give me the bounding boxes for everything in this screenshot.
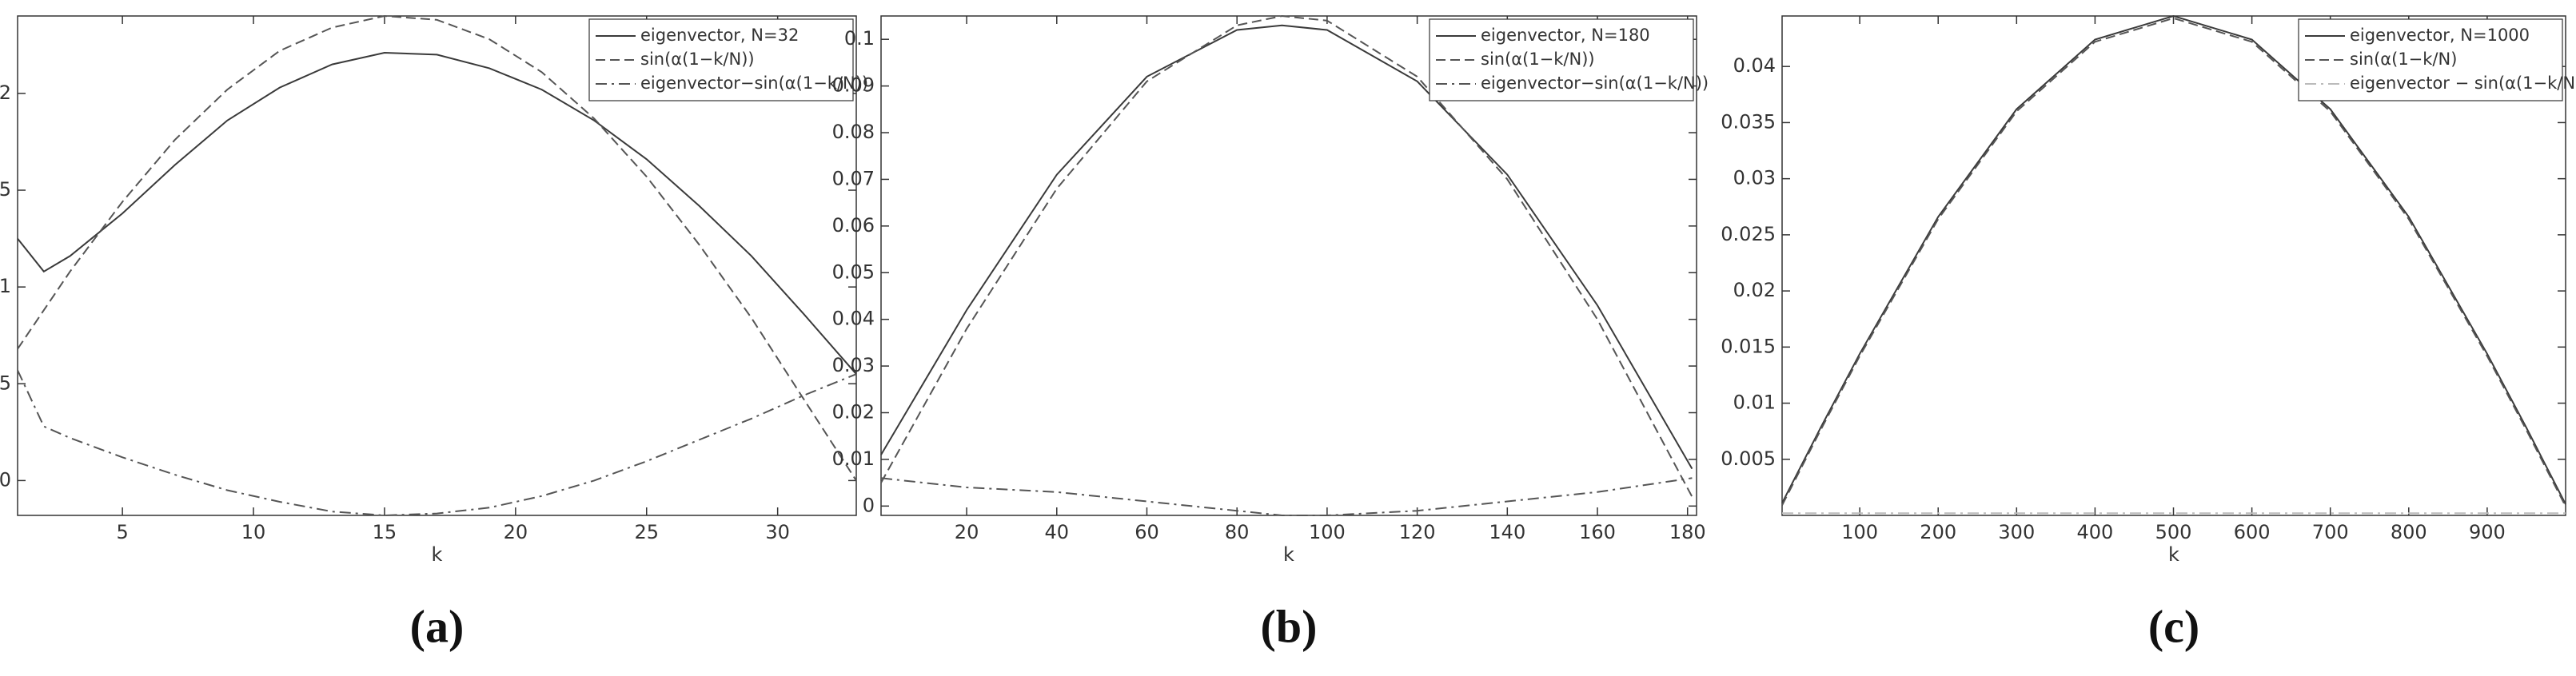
x-tick-label: 300 (1998, 521, 2035, 543)
legend-label: sin(α(1−k/N)) (1481, 50, 1595, 69)
x-tick-label: 160 (1579, 521, 1616, 543)
y-tick-label: 0.1 (0, 275, 11, 297)
series-line (1781, 17, 2566, 507)
x-tick-label: 600 (2234, 521, 2271, 543)
series-line (1781, 14, 2566, 505)
x-tick-label: 800 (2391, 521, 2427, 543)
x-tick-label: 700 (2312, 521, 2349, 543)
panel: 0 0.05 0.1 0.15 0.2 5 10 15 20 25 30 k (a) eigenvecto… (0, 14, 868, 652)
legend-label: eigenvector − sin(α(1−k/N) (2350, 74, 2576, 93)
x-tick-label: 180 (1669, 521, 1706, 543)
x-tick-label: 5 (116, 521, 128, 543)
x-tick-label: 40 (1045, 521, 1070, 543)
y-tick-label: 0.01 (832, 447, 875, 470)
series-line (17, 369, 857, 517)
panel: 0 0.01 0.02 0.03 0.04 0.05 0.06 0.07 0.08 0.09 0.1… (832, 14, 1709, 652)
x-tick-label: 140 (1489, 521, 1525, 543)
y-tick-label: 0.05 (0, 372, 11, 394)
y-tick-label: 0.05 (832, 260, 875, 283)
legend-label: sin(α(1−k/N)) (640, 50, 755, 69)
x-axis-label: k (2168, 543, 2179, 566)
panel: 0.005 0.01 0.015 0.02 0.025 0.03 0.035 0.04 100 2… (1721, 14, 2576, 652)
y-tick-label: 0.07 (832, 167, 875, 189)
y-tick-label: 0.09 (832, 74, 875, 97)
y-tick-label: 0.01 (1733, 392, 1776, 414)
x-axis-label: k (1283, 543, 1294, 566)
y-tick-label: 0.2 (0, 82, 11, 104)
y-tick-label: 0.08 (832, 121, 875, 143)
legend-label: eigenvector, N=1000 (2350, 26, 2530, 45)
y-tick-label: 0.02 (832, 400, 875, 423)
y-tick-label: 0.015 (1721, 335, 1776, 357)
y-tick-label: 0.025 (1721, 223, 1776, 245)
series-line (17, 51, 857, 375)
series-line (880, 24, 1693, 470)
x-tick-label: 100 (1309, 521, 1346, 543)
y-tick-label: 0.02 (1733, 279, 1776, 301)
x-tick-label: 200 (1920, 521, 1956, 543)
caption: (b) (1261, 600, 1318, 652)
y-tick-label: 0 (863, 494, 875, 516)
series-line (17, 14, 857, 481)
x-axis-label: k (432, 543, 443, 566)
x-tick-label: 60 (1134, 521, 1159, 543)
legend-label: eigenvector−sin(α(1−k/N)) (640, 74, 868, 93)
x-tick-label: 120 (1399, 521, 1436, 543)
x-tick-label: 25 (634, 521, 659, 543)
x-tick-label: 10 (241, 521, 266, 543)
x-tick-label: 900 (2469, 521, 2506, 543)
y-tick-label: 0.04 (832, 308, 875, 330)
x-tick-label: 500 (2155, 521, 2192, 543)
y-tick-label: 0.1 (844, 27, 875, 50)
x-tick-label: 80 (1225, 521, 1250, 543)
y-tick-label: 0.06 (832, 214, 875, 237)
x-tick-label: 20 (504, 521, 528, 543)
y-tick-label: 0.005 (1721, 447, 1776, 470)
x-tick-label: 15 (373, 521, 397, 543)
series-line (880, 14, 1693, 498)
legend-label: eigenvector−sin(α(1−k/N)) (1481, 74, 1709, 93)
x-tick-label: 30 (765, 521, 790, 543)
legend-label: sin(α(1−k/N) (2350, 50, 2457, 69)
legend-label: eigenvector, N=32 (640, 26, 799, 45)
y-tick-label: 0.03 (1733, 167, 1776, 189)
x-tick-label: 400 (2077, 521, 2114, 543)
caption: (c) (2148, 600, 2199, 652)
y-tick-label: 0.15 (0, 178, 11, 201)
y-tick-label: 0 (0, 468, 11, 491)
y-tick-label: 0.04 (1733, 54, 1776, 77)
axes-frame (17, 15, 857, 516)
caption: (a) (410, 600, 465, 652)
series-line (880, 477, 1693, 516)
x-tick-label: 20 (955, 521, 979, 543)
y-tick-label: 0.03 (832, 354, 875, 376)
y-tick-label: 0.035 (1721, 110, 1776, 133)
x-tick-label: 100 (1841, 521, 1878, 543)
legend-label: eigenvector, N=180 (1481, 26, 1650, 45)
